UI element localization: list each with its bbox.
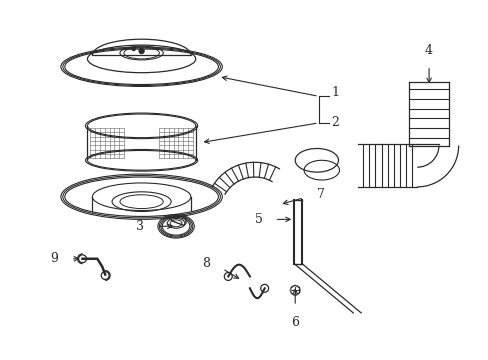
Text: 8: 8 [202, 257, 210, 270]
Circle shape [132, 48, 135, 50]
Text: 4: 4 [424, 44, 432, 57]
Text: 5: 5 [254, 213, 262, 226]
Polygon shape [290, 285, 299, 295]
Text: 7: 7 [316, 188, 324, 201]
Text: 2: 2 [331, 116, 339, 129]
Text: 6: 6 [291, 316, 299, 329]
Text: 9: 9 [50, 252, 58, 265]
Text: 1: 1 [331, 86, 339, 99]
Circle shape [139, 49, 144, 54]
Text: 3: 3 [135, 220, 143, 233]
